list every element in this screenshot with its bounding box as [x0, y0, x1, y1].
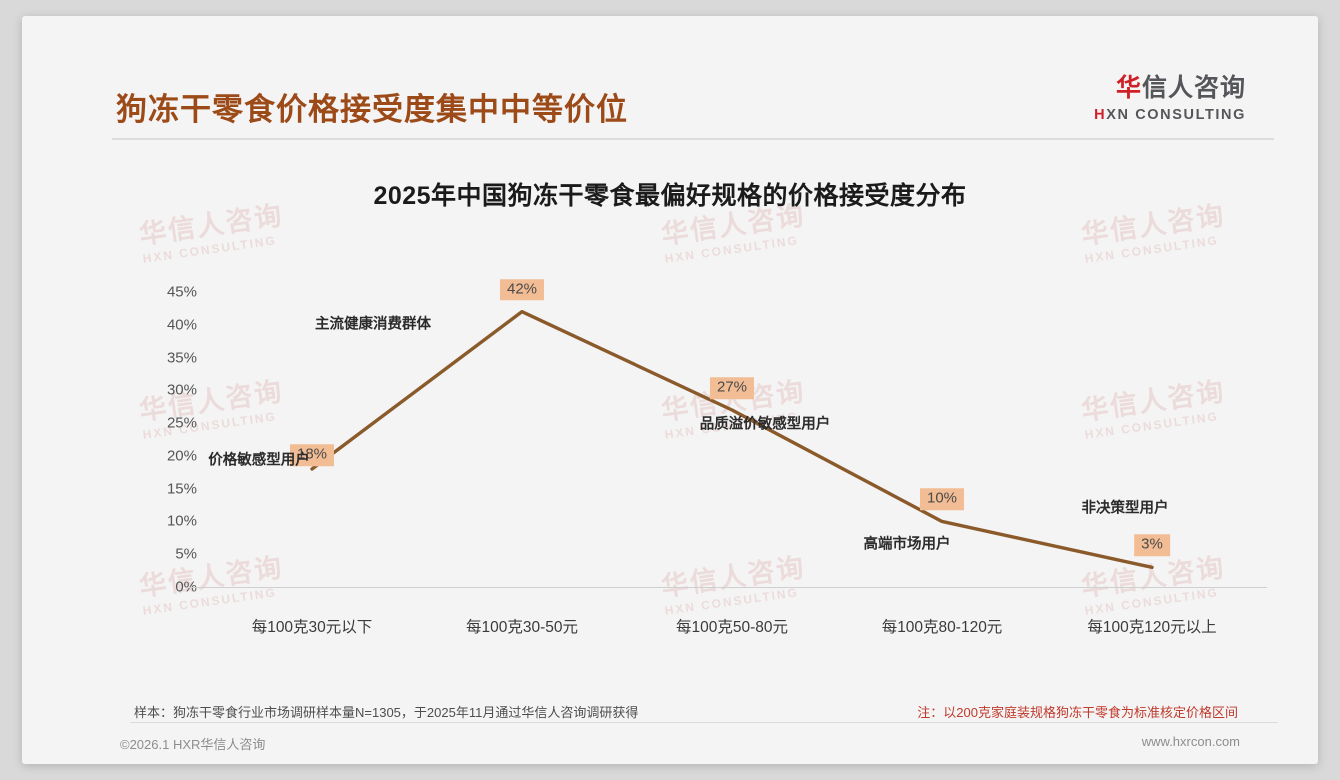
data-point-label: 3%: [1134, 534, 1170, 557]
chart-plot-area: 0% 5% 10% 15% 20% 25% 30% 35% 40% 45% 18% 42% 27% 10…: [107, 271, 1277, 651]
watermark-en: HXN CONSULTING: [1083, 233, 1220, 266]
y-axis-tick: 35%: [166, 349, 197, 367]
company-logo: 华信人咨询 HXN CONSULTING: [1094, 76, 1246, 123]
y-axis-tick: 25%: [166, 414, 197, 432]
segment-annotation: 主流健康消费群体: [315, 316, 431, 333]
data-point-label: 42%: [499, 278, 545, 301]
footer-divider: [130, 722, 1278, 723]
x-axis-tick: 每100克50-80元: [675, 619, 789, 636]
header-divider: [112, 138, 1274, 140]
data-point-label: 10%: [919, 488, 965, 511]
y-axis-tick: 5%: [175, 545, 197, 563]
x-axis-tick: 每100克80-120元: [881, 619, 1003, 636]
slide-card: 华信人咨询 HXN CONSULTING 华信人咨询 HXN CONSULTIN…: [22, 16, 1318, 764]
y-axis-tick: 0%: [175, 578, 197, 596]
x-axis-tick: 每100克120元以上: [1087, 619, 1217, 636]
footnote-note: 注：以200克家庭装规格狗冻干零食为标准核定价格区间: [917, 705, 1238, 720]
logo-english-rest: XN CONSULTING: [1106, 107, 1246, 123]
segment-annotation: 价格敏感型用户: [208, 452, 310, 469]
logo-chinese-accent: 华: [1115, 74, 1142, 102]
segment-annotation: 品质溢价敏感型用户: [699, 416, 831, 433]
y-axis-tick: 45%: [166, 283, 197, 301]
watermark-en: HXN CONSULTING: [663, 233, 800, 266]
y-axis-tick: 15%: [166, 480, 197, 498]
y-axis-tick: 10%: [166, 512, 197, 530]
line-series: [310, 309, 1154, 570]
logo-english: HXN CONSULTING: [1094, 108, 1246, 123]
y-axis-tick: 30%: [166, 381, 197, 399]
y-axis-tick: 20%: [166, 447, 197, 465]
footer-copyright: ©2026.1 HXR华信人咨询: [120, 737, 266, 752]
y-axis-tick: 40%: [166, 316, 197, 334]
chart-title: 2025年中国狗冻干零食最偏好规格的价格接受度分布: [373, 182, 967, 210]
page-title: 狗冻干零食价格接受度集中中等价位: [116, 92, 628, 127]
logo-chinese-rest: 信人咨询: [1141, 74, 1246, 102]
x-axis-tick: 每100克30-50元: [465, 619, 579, 636]
data-point-label: 18%: [289, 444, 335, 466]
series-line: [310, 309, 1154, 570]
logo-chinese: 华信人咨询: [1094, 76, 1246, 101]
logo-english-accent: H: [1094, 107, 1107, 123]
x-axis-tick: 每100克30元以下: [251, 619, 373, 636]
footer-url: www.hxrcon.com: [1141, 734, 1240, 749]
segment-annotation: 高端市场用户: [863, 536, 951, 553]
footnote-sample: 样本：狗冻干零食行业市场调研样本量N=1305，于2025年11月通过华信人咨询…: [134, 705, 639, 720]
data-point-label: 27%: [709, 377, 755, 399]
x-axis-line: [189, 587, 1267, 588]
segment-annotation: 非决策型用户: [1081, 500, 1169, 517]
watermark-en: HXN CONSULTING: [141, 233, 278, 266]
